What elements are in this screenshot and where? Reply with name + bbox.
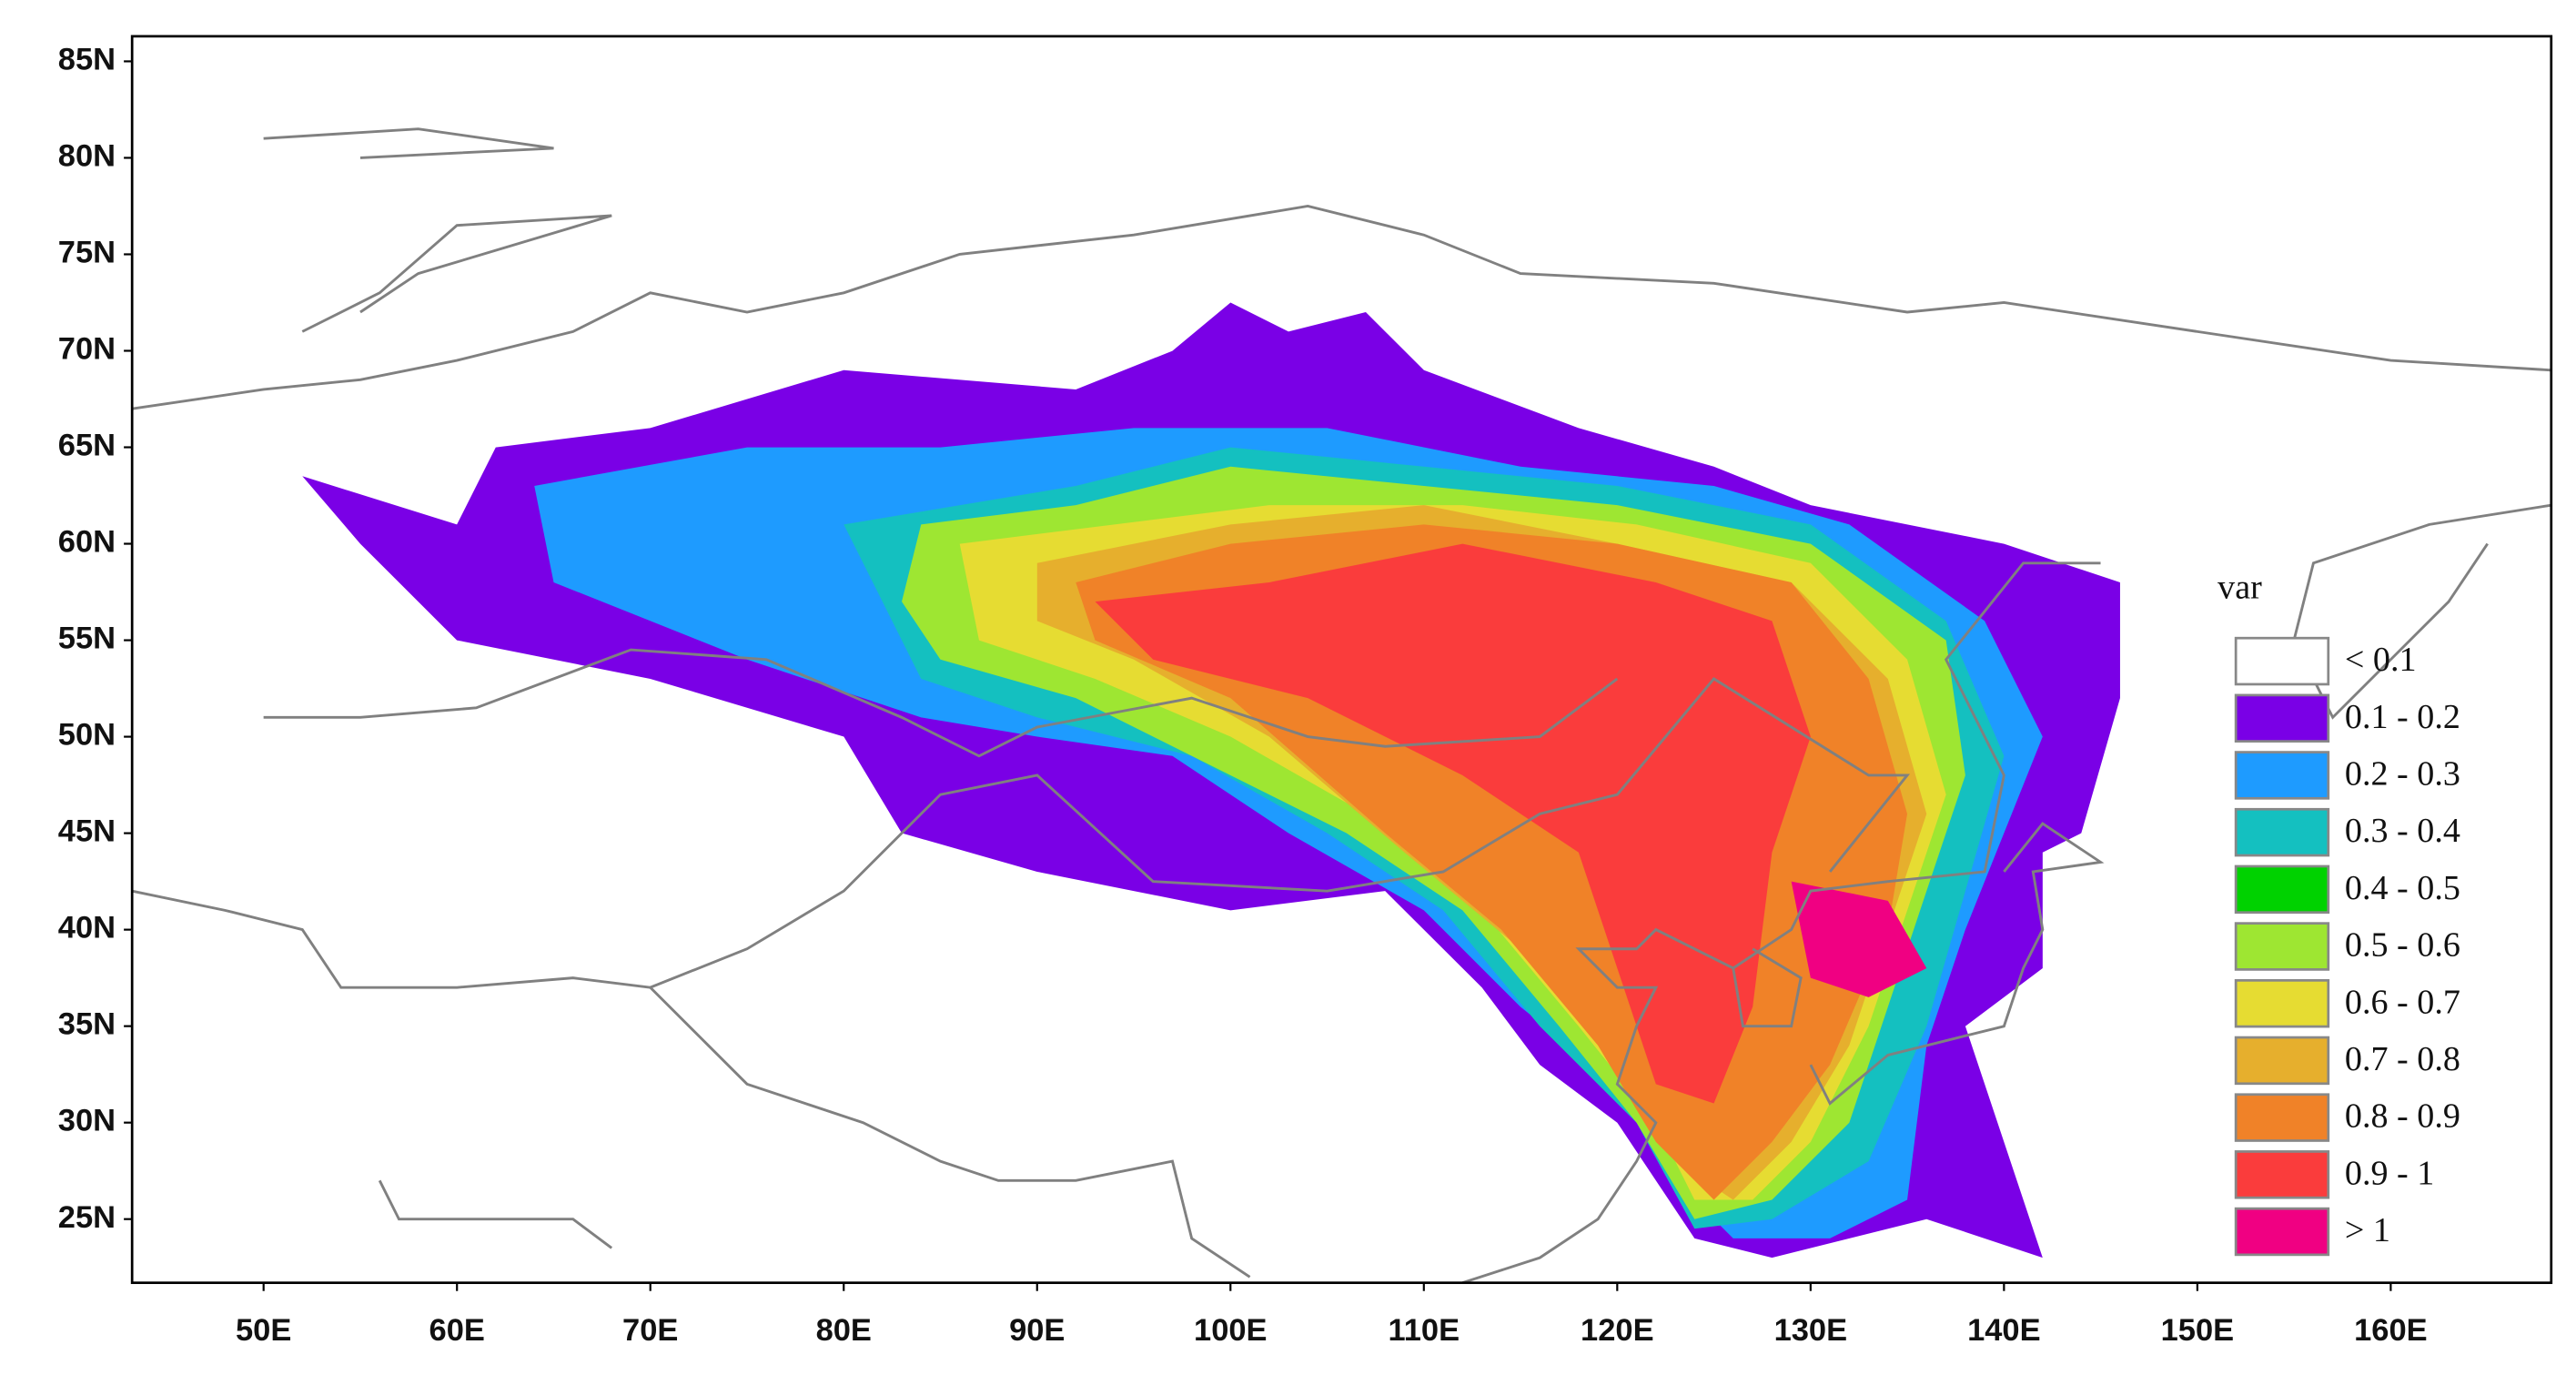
- coastline: [1461, 927, 1734, 1285]
- y-tick-label: 65N: [58, 429, 116, 463]
- contour-fields: [302, 302, 2120, 1259]
- legend-swatch: [2234, 864, 2330, 915]
- y-tick-label: 60N: [58, 525, 116, 560]
- legend-label: 0.9 - 1: [2345, 1154, 2434, 1192]
- coastline: [131, 205, 2551, 410]
- contour-region: [1095, 543, 1811, 1104]
- x-tick-label: 100E: [1194, 1313, 1268, 1348]
- x-tick-label: 60E: [429, 1313, 485, 1348]
- coastline: [301, 214, 612, 333]
- y-tick-label: 45N: [58, 814, 116, 849]
- y-tick-label: 75N: [58, 236, 116, 270]
- legend-label: 0.2 - 0.3: [2345, 755, 2460, 794]
- coastline: [131, 677, 1911, 989]
- y-tick-label: 40N: [58, 911, 116, 945]
- legend-swatch: [2234, 1093, 2330, 1142]
- legend-swatch: [2234, 1150, 2330, 1199]
- x-tick-label: 130E: [1774, 1313, 1848, 1348]
- legend-label: < 0.1: [2345, 641, 2417, 679]
- x-tick-label: 110E: [1389, 1313, 1460, 1348]
- legend-label: 0.6 - 0.7: [2345, 983, 2460, 1021]
- y-tick-label: 25N: [58, 1200, 116, 1235]
- legend-label: 0.8 - 0.9: [2345, 1097, 2460, 1136]
- coastline: [263, 648, 1619, 758]
- legend-swatch: [2234, 751, 2330, 800]
- legend-swatch: [2234, 693, 2330, 743]
- legend-label: 0.5 - 0.6: [2345, 926, 2460, 965]
- legend-swatch: [2234, 1207, 2330, 1257]
- y-tick-label: 80N: [58, 139, 116, 174]
- x-tick-label: 50E: [236, 1313, 291, 1348]
- coastline: [649, 986, 1251, 1279]
- coastline: [1732, 561, 2101, 1028]
- contour-region: [1791, 881, 1927, 997]
- legend-swatch: [2234, 636, 2330, 686]
- x-tick-label: 140E: [1967, 1313, 2041, 1348]
- x-tick-label: 90E: [1009, 1313, 1065, 1348]
- y-tick-label: 50N: [58, 718, 116, 753]
- x-tick-label: 120E: [1581, 1313, 1654, 1348]
- x-tick-label: 160E: [2354, 1313, 2428, 1348]
- legend-label: > 1: [2345, 1211, 2390, 1249]
- y-tick-label: 85N: [58, 43, 116, 77]
- y-tick-label: 35N: [58, 1007, 116, 1042]
- legend-label: 0.3 - 0.4: [2345, 812, 2460, 850]
- x-tick-label: 70E: [622, 1313, 678, 1348]
- coastlines: [131, 127, 2552, 1285]
- legend-swatch: [2234, 807, 2330, 857]
- x-tick-label: 80E: [816, 1313, 872, 1348]
- coastline: [1809, 822, 2105, 1106]
- legend-label: 0.7 - 0.8: [2345, 1040, 2460, 1078]
- legend-swatch: [2234, 978, 2330, 1028]
- plot-frame: [130, 35, 2553, 1285]
- legend-label: 0.1 - 0.2: [2345, 698, 2460, 736]
- y-tick-label: 55N: [58, 622, 116, 656]
- coastline: [378, 1179, 613, 1249]
- x-tick-label: 150E: [2161, 1313, 2235, 1348]
- coastline: [263, 127, 554, 159]
- y-tick-label: 70N: [58, 332, 116, 367]
- y-tick-label: 30N: [58, 1104, 116, 1138]
- legend-label: 0.4 - 0.5: [2345, 869, 2460, 907]
- legend-swatch: [2234, 1036, 2330, 1086]
- legend-swatch: [2234, 922, 2330, 971]
- legend-title: var: [2217, 568, 2262, 606]
